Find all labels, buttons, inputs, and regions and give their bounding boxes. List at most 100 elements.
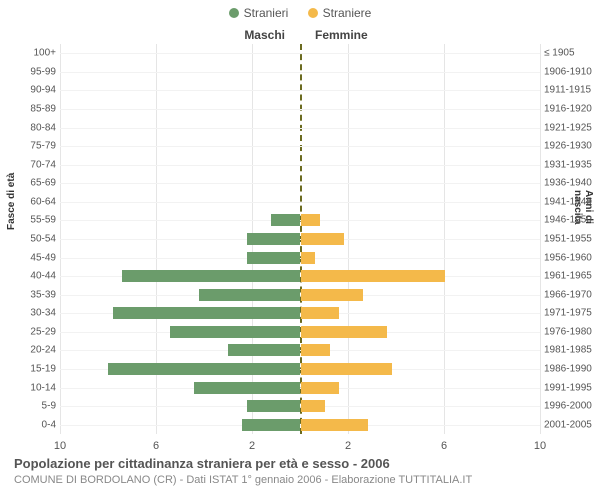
row-gridline — [60, 332, 540, 333]
bar-male — [271, 214, 300, 226]
y-tick-age: 55-59 — [2, 215, 56, 226]
bar-male — [247, 233, 300, 245]
side-title-female: Femmine — [315, 28, 368, 42]
y-tick-birth: 1916-1920 — [544, 104, 600, 115]
y-tick-age: 35-39 — [2, 289, 56, 300]
bar-female — [301, 419, 368, 431]
y-tick-birth: 1906-1910 — [544, 66, 600, 77]
y-tick-birth: 1911-1915 — [544, 85, 600, 96]
bar-male — [228, 344, 300, 356]
bar-male — [170, 326, 300, 338]
y-tick-birth: 1996-2000 — [544, 401, 600, 412]
y-tick-birth: 2001-2005 — [544, 419, 600, 430]
legend: Stranieri Straniere — [0, 6, 600, 21]
bar-female — [301, 344, 330, 356]
y-tick-birth: 1931-1935 — [544, 159, 600, 170]
y-tick-birth: 1936-1940 — [544, 178, 600, 189]
row-gridline — [60, 183, 540, 184]
bar-male — [247, 252, 300, 264]
y-tick-birth: 1991-1995 — [544, 382, 600, 393]
pyramid-row — [60, 378, 540, 397]
row-gridline — [60, 258, 540, 259]
y-tick-age: 20-24 — [2, 345, 56, 356]
row-gridline — [60, 90, 540, 91]
side-title-male: Maschi — [244, 28, 285, 42]
pyramid-row — [60, 360, 540, 379]
y-tick-age: 85-89 — [2, 104, 56, 115]
row-gridline — [60, 350, 540, 351]
y-tick-birth: ≤ 1905 — [544, 48, 600, 59]
x-tick-label: 2 — [345, 440, 351, 452]
x-tick-label: 10 — [54, 440, 66, 452]
pyramid-row — [60, 323, 540, 342]
legend-swatch-male — [229, 8, 239, 18]
y-tick-birth: 1921-1925 — [544, 122, 600, 133]
pyramid-row — [60, 155, 540, 174]
row-gridline — [60, 388, 540, 389]
x-tick-label: 6 — [153, 440, 159, 452]
y-tick-birth: 1951-1955 — [544, 234, 600, 245]
pyramid-row — [60, 174, 540, 193]
pyramid-row — [60, 100, 540, 119]
gridline — [540, 44, 541, 434]
bar-male — [247, 400, 300, 412]
pyramid-row — [60, 211, 540, 230]
row-gridline — [60, 53, 540, 54]
y-tick-age: 90-94 — [2, 85, 56, 96]
y-tick-age: 80-84 — [2, 122, 56, 133]
x-tick-label: 2 — [249, 440, 255, 452]
y-tick-birth: 1956-1960 — [544, 252, 600, 263]
y-tick-birth: 1971-1975 — [544, 308, 600, 319]
legend-label-female: Straniere — [323, 6, 372, 20]
legend-item-male: Stranieri — [229, 6, 289, 20]
pyramid-row — [60, 248, 540, 267]
row-gridline — [60, 239, 540, 240]
y-tick-birth: 1946-1950 — [544, 215, 600, 226]
y-tick-age: 10-14 — [2, 382, 56, 393]
y-tick-age: 60-64 — [2, 196, 56, 207]
bar-female — [301, 289, 363, 301]
row-gridline — [60, 295, 540, 296]
x-tick-label: 6 — [441, 440, 447, 452]
bar-female — [301, 382, 339, 394]
bar-female — [301, 214, 320, 226]
y-tick-birth: 1986-1990 — [544, 364, 600, 375]
legend-item-female: Straniere — [308, 6, 372, 20]
y-tick-age: 45-49 — [2, 252, 56, 263]
pyramid-row — [60, 118, 540, 137]
y-tick-age: 0-4 — [2, 419, 56, 430]
row-gridline — [60, 406, 540, 407]
caption-title: Popolazione per cittadinanza straniera p… — [14, 456, 390, 471]
pyramid-row — [60, 397, 540, 416]
pyramid-row — [60, 341, 540, 360]
bar-male — [113, 307, 300, 319]
y-tick-age: 50-54 — [2, 234, 56, 245]
pyramid-row — [60, 193, 540, 212]
bar-female — [301, 307, 339, 319]
y-tick-age: 65-69 — [2, 178, 56, 189]
y-tick-age: 95-99 — [2, 66, 56, 77]
y-tick-age: 15-19 — [2, 364, 56, 375]
row-gridline — [60, 109, 540, 110]
bar-male — [242, 419, 300, 431]
bar-female — [301, 400, 325, 412]
bar-male — [194, 382, 300, 394]
y-tick-age: 100+ — [2, 48, 56, 59]
pyramid-row — [60, 81, 540, 100]
row-gridline — [60, 165, 540, 166]
pyramid-row — [60, 63, 540, 82]
pyramid-row — [60, 415, 540, 434]
bar-female — [301, 270, 445, 282]
y-tick-birth: 1981-1985 — [544, 345, 600, 356]
row-gridline — [60, 72, 540, 73]
pyramid-row — [60, 230, 540, 249]
y-tick-age: 25-29 — [2, 326, 56, 337]
pyramid-row — [60, 44, 540, 63]
pyramid-row — [60, 304, 540, 323]
pyramid-row — [60, 137, 540, 156]
y-tick-birth: 1941-1945 — [544, 196, 600, 207]
row-gridline — [60, 425, 540, 426]
row-gridline — [60, 220, 540, 221]
y-tick-age: 75-79 — [2, 141, 56, 152]
caption-sub: COMUNE DI BORDOLANO (CR) - Dati ISTAT 1°… — [14, 474, 472, 486]
